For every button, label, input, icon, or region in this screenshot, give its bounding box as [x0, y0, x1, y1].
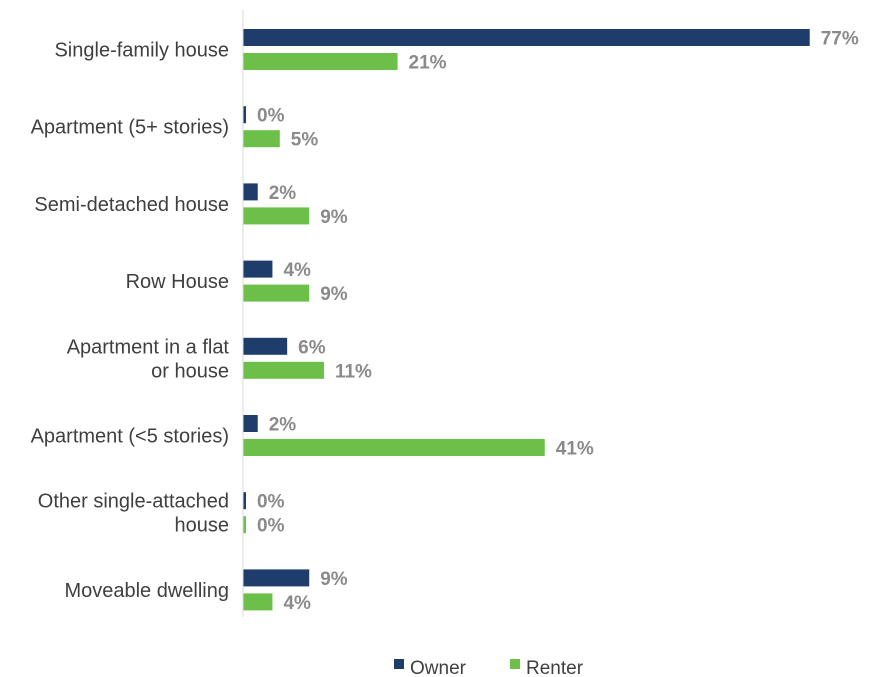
category-label-7: Moveable dwelling	[64, 580, 229, 602]
bar-owner-5	[243, 415, 258, 432]
category-label-0: Single-family house	[54, 40, 229, 62]
bar-renter-4	[243, 361, 324, 379]
value-label-owner-7: 9%	[320, 569, 348, 590]
bar-renter-6	[243, 516, 246, 534]
value-label-renter-5: 41%	[556, 439, 594, 460]
category-label-5: Apartment (<5 stories)	[31, 426, 229, 448]
category-label-4-line-1: or house	[151, 360, 229, 382]
value-label-renter-2: 9%	[320, 207, 348, 228]
value-label-owner-0: 77%	[821, 29, 859, 50]
category-label-6-line-1: house	[175, 515, 230, 537]
category-label-3: Row House	[126, 271, 229, 293]
category-label-2: Semi-detached house	[34, 194, 229, 216]
bar-renter-0	[243, 53, 398, 70]
value-label-renter-1: 5%	[291, 130, 319, 151]
legend: Owner Renter	[394, 658, 584, 677]
category-label-4-line-0: Apartment in a flat	[67, 336, 230, 358]
value-label-owner-2: 2%	[269, 183, 297, 204]
bars-layer	[243, 29, 810, 611]
category-label-1: Apartment (5+ stories)	[31, 117, 229, 139]
value-label-owner-6: 0%	[257, 492, 285, 513]
bar-owner-7	[243, 569, 310, 587]
bar-renter-5	[243, 439, 545, 456]
bar-owner-1	[243, 106, 246, 124]
bar-owner-2	[243, 183, 258, 201]
value-label-owner-3: 4%	[283, 260, 311, 281]
bar-renter-3	[243, 284, 310, 302]
value-label-renter-6: 0%	[257, 516, 285, 537]
bar-owner-3	[243, 260, 273, 278]
value-labels: 77% 21% 0% 5% 2% 9% 4% 9% 6% 11% 2% 41% 0% 0% 9% 4%	[257, 29, 859, 614]
bar-owner-4	[243, 337, 288, 355]
value-label-owner-5: 2%	[269, 415, 297, 436]
legend-label-owner: Owner	[410, 658, 467, 677]
value-label-renter-7: 4%	[283, 593, 311, 614]
category-labels: Single-family house Apartment (5+ stories…	[31, 40, 230, 602]
category-label-6-line-0: Other single-attached	[38, 491, 229, 513]
value-label-renter-0: 21%	[409, 53, 447, 74]
legend-label-renter: Renter	[526, 658, 584, 677]
value-label-owner-4: 6%	[298, 337, 326, 358]
value-label-owner-1: 0%	[257, 106, 285, 127]
value-label-renter-4: 11%	[335, 361, 372, 382]
value-label-renter-3: 9%	[320, 284, 348, 305]
legend-swatch-renter	[510, 659, 520, 669]
bar-renter-1	[243, 130, 280, 148]
legend-swatch-owner	[394, 659, 404, 669]
bar-renter-7	[243, 593, 273, 611]
bar-renter-2	[243, 207, 310, 225]
bar-owner-0	[243, 29, 810, 46]
bar-owner-6	[243, 492, 246, 510]
